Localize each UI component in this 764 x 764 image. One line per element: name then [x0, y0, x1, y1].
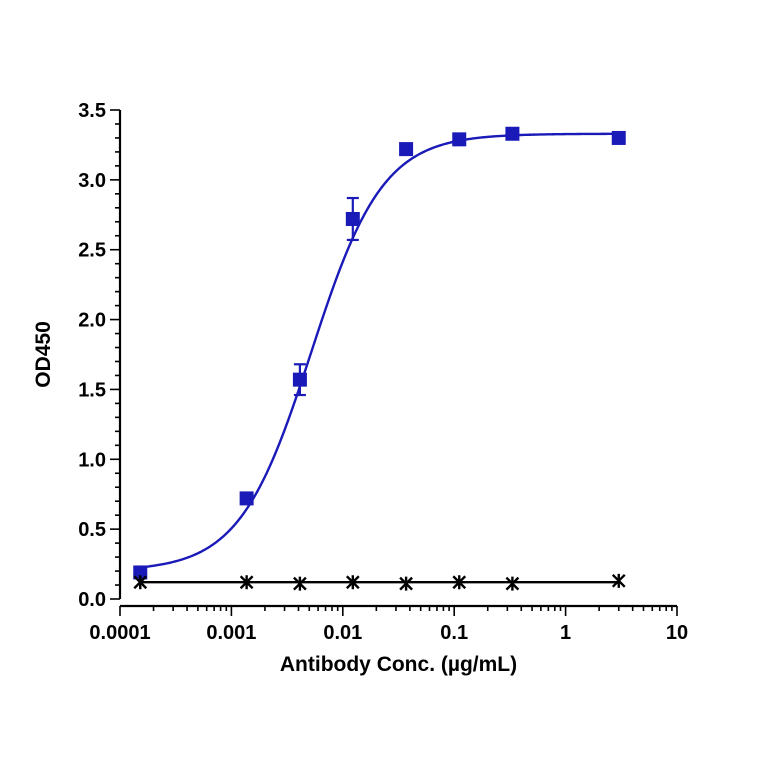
y-tick-label: 3.0 [78, 170, 106, 192]
data-point [611, 573, 626, 588]
data-point [399, 142, 414, 157]
y-tick-label: 3.5 [78, 100, 106, 122]
y-tick-label: 2.5 [78, 240, 106, 262]
x-tick-label: 0.0001 [89, 622, 150, 644]
x-tick-label: 0.1 [440, 622, 468, 644]
x-tick-label: 0.001 [206, 622, 256, 644]
y-tick-label: 0.0 [78, 589, 106, 611]
series-layer [133, 126, 626, 591]
data-point [239, 491, 254, 506]
data-point [452, 132, 467, 147]
x-tick-label: 0.01 [323, 622, 362, 644]
data-point [133, 565, 148, 580]
data-point [345, 211, 360, 226]
y-tick-label: 2.0 [78, 310, 106, 332]
y-axis-title: OD450 [32, 321, 55, 388]
series-0 [133, 126, 626, 580]
series-0-fit-line [140, 132, 619, 569]
data-point [611, 130, 626, 145]
data-point [293, 576, 307, 591]
data-point [399, 576, 413, 591]
y-tick-label: 1.5 [78, 379, 106, 401]
series-1 [133, 573, 626, 591]
data-point [133, 575, 148, 590]
data-point [345, 575, 360, 590]
x-tick-label: 1 [560, 622, 571, 644]
data-point [292, 372, 307, 387]
y-tick-label: 1.0 [78, 449, 106, 471]
y-ticks: 0.0 0.5 1.0 1.5 2.0 2.5 3.0 3.5 [78, 100, 120, 611]
axes: 0.0 0.5 1.0 1.5 2.0 2.5 3.0 3.5 0.0001 0.001 0.01… [78, 100, 688, 644]
x-tick-label: 10 [666, 622, 688, 644]
data-point [239, 575, 254, 590]
data-point [452, 575, 467, 590]
data-point [505, 576, 520, 591]
y-tick-label: 0.5 [78, 519, 106, 541]
data-point [505, 126, 520, 141]
x-ticks: 0.0001 0.001 0.01 0.1 1 10 [89, 606, 688, 644]
x-axis-title: Antibody Conc. (µg/mL) [280, 653, 517, 676]
